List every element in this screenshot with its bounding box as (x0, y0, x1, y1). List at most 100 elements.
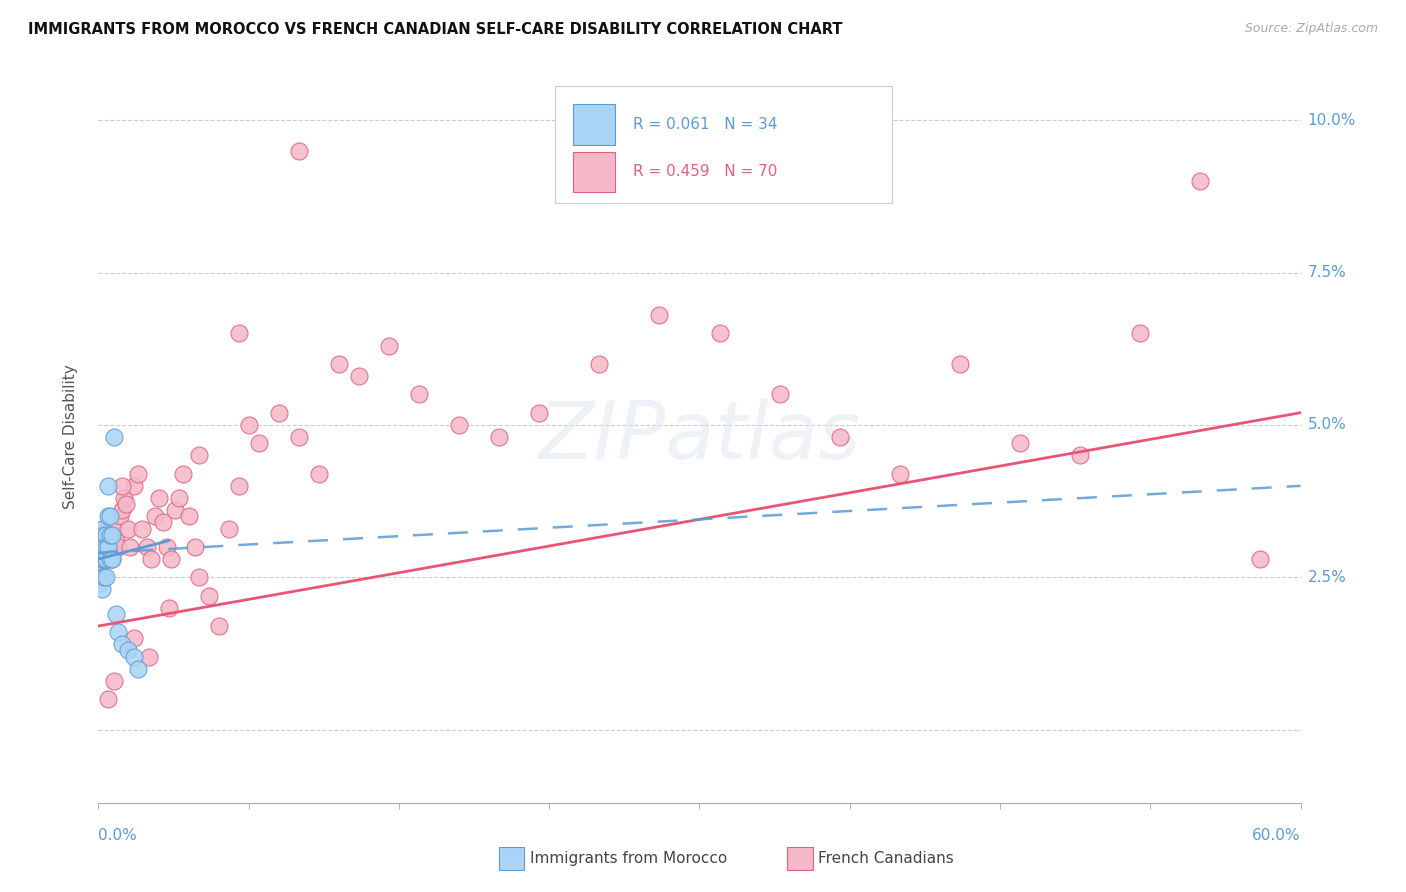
Point (447, 417, 470, 432)
Point (105, 533, 128, 548)
Text: 5.0%: 5.0% (1308, 417, 1347, 433)
Point (347, 369, 370, 384)
Point (89, 564, 111, 578)
Text: 2.5%: 2.5% (1308, 570, 1347, 585)
Point (155, 540, 177, 554)
Point (96, 527, 118, 541)
Point (152, 516, 174, 530)
Text: ZIPatlas: ZIPatlas (538, 398, 860, 476)
Point (135, 540, 157, 554)
Point (247, 436, 270, 450)
Point (114, 491, 136, 505)
Point (117, 643, 139, 657)
Point (124, 479, 146, 493)
Point (529, 406, 551, 420)
Point (124, 649, 146, 664)
Point (93, 533, 115, 548)
Point (93, 521, 115, 535)
Point (139, 552, 162, 566)
Point (97, 509, 120, 524)
Point (96, 570, 118, 584)
Point (91, 540, 114, 554)
Point (131, 521, 153, 535)
Point (124, 632, 146, 646)
Point (117, 521, 139, 535)
Point (93, 570, 115, 584)
Point (100, 527, 122, 541)
Point (768, 387, 790, 401)
Text: 10.0%: 10.0% (1308, 112, 1355, 128)
Point (288, 144, 311, 158)
Point (238, 417, 260, 432)
Point (197, 589, 219, 603)
Point (100, 552, 122, 566)
Point (96, 540, 118, 554)
Text: 60.0%: 60.0% (1253, 828, 1301, 843)
Point (91, 552, 114, 566)
Point (110, 509, 132, 524)
Text: Source: ZipAtlas.com: Source: ZipAtlas.com (1244, 22, 1378, 36)
Point (949, 357, 972, 371)
Point (91, 570, 114, 584)
Point (91, 533, 114, 548)
Point (167, 491, 190, 505)
Point (97, 540, 120, 554)
Point (100, 533, 122, 548)
Point (828, 430, 851, 444)
Point (709, 326, 731, 341)
Point (107, 625, 129, 640)
Text: R = 0.459   N = 70: R = 0.459 N = 70 (633, 164, 778, 179)
Point (103, 521, 125, 535)
Point (1189, 174, 1212, 188)
Point (172, 467, 194, 481)
Text: IMMIGRANTS FROM MOROCCO VS FRENCH CANADIAN SELF-CARE DISABILITY CORRELATION CHAR: IMMIGRANTS FROM MOROCCO VS FRENCH CANADI… (28, 22, 842, 37)
Point (101, 552, 124, 566)
Point (218, 521, 240, 535)
Point (93, 540, 115, 554)
Point (1129, 326, 1152, 341)
Point (97, 692, 120, 706)
Point (488, 430, 510, 444)
Bar (574, 104, 616, 145)
Point (96, 552, 118, 566)
Point (89, 576, 111, 591)
Point (97, 479, 120, 493)
Point (187, 570, 209, 584)
Point (163, 503, 186, 517)
Point (408, 387, 430, 401)
Point (111, 479, 134, 493)
Point (101, 552, 124, 566)
Point (107, 540, 129, 554)
Point (115, 497, 138, 511)
Point (128, 467, 150, 481)
Point (1250, 552, 1272, 566)
Point (93, 540, 115, 554)
Text: Immigrants from Morocco: Immigrants from Morocco (530, 851, 727, 865)
Point (97, 540, 120, 554)
Point (93, 552, 115, 566)
Text: French Canadians: French Canadians (818, 851, 955, 865)
Point (378, 339, 401, 353)
Point (228, 479, 250, 493)
Point (157, 600, 180, 615)
Point (138, 649, 160, 664)
Point (183, 540, 205, 554)
Text: 0.0%: 0.0% (98, 828, 138, 843)
Point (308, 467, 330, 481)
Point (889, 467, 911, 481)
Point (588, 357, 610, 371)
Point (228, 326, 250, 341)
Point (177, 509, 200, 524)
Y-axis label: Self-Care Disability: Self-Care Disability (63, 365, 77, 509)
Point (89, 552, 111, 566)
Bar (574, 152, 616, 192)
Point (101, 527, 124, 541)
Point (103, 673, 125, 688)
Point (91, 552, 114, 566)
Point (128, 662, 150, 676)
Point (91, 521, 114, 535)
Point (96, 527, 118, 541)
Point (648, 308, 671, 322)
Point (1069, 449, 1091, 463)
Point (111, 637, 134, 651)
